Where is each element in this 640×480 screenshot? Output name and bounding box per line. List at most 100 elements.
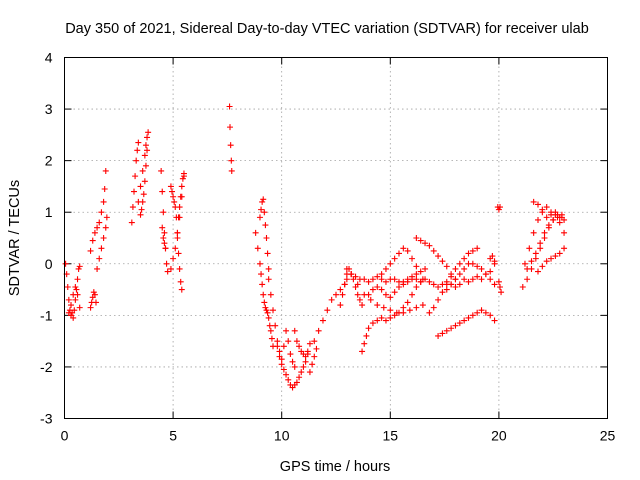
data-point (409, 255, 416, 262)
data-point (258, 271, 265, 278)
series-30 (426, 245, 481, 316)
data-point (280, 366, 287, 373)
data-point (161, 240, 168, 247)
data-point (491, 258, 498, 265)
series-24 (343, 260, 498, 290)
data-point (519, 283, 526, 290)
data-point (129, 204, 136, 211)
data-point (337, 302, 344, 309)
data-point (495, 278, 502, 285)
data-point (426, 278, 433, 285)
data-point (169, 188, 176, 195)
data-point (159, 224, 166, 231)
data-point (94, 224, 101, 231)
data-point (98, 209, 105, 216)
data-point (260, 196, 267, 203)
data-point (228, 167, 235, 174)
data-point (176, 265, 183, 272)
data-point (274, 343, 281, 350)
data-point (430, 247, 437, 254)
data-point (545, 222, 552, 229)
data-point (341, 281, 348, 288)
data-point (101, 186, 108, 193)
data-point (378, 276, 385, 283)
data-point (296, 343, 303, 350)
data-point (413, 235, 420, 241)
data-point (324, 307, 331, 314)
data-point (526, 245, 533, 252)
data-point (159, 188, 166, 195)
x-tick-label: 10 (274, 428, 290, 444)
data-point (406, 307, 413, 314)
data-point (528, 258, 535, 265)
data-points (62, 103, 568, 391)
data-point (102, 224, 109, 231)
series-38 (524, 211, 565, 272)
data-point (98, 245, 105, 252)
data-point (175, 214, 182, 221)
series-35 (495, 278, 505, 296)
data-point (556, 214, 563, 221)
data-point (465, 278, 472, 285)
data-point (539, 263, 546, 270)
data-point (163, 260, 170, 267)
data-point (285, 376, 292, 383)
data-point (532, 250, 539, 257)
data-point (70, 314, 77, 321)
data-point (71, 307, 78, 314)
data-point (309, 361, 316, 368)
data-point (361, 340, 368, 347)
data-point (452, 322, 459, 329)
data-point (144, 134, 151, 141)
data-point (365, 291, 372, 298)
data-point (378, 286, 385, 293)
data-point (496, 283, 503, 290)
data-point (465, 250, 472, 257)
data-point (456, 281, 463, 288)
data-point (228, 157, 235, 164)
data-point (435, 332, 442, 339)
series-26 (359, 276, 426, 355)
data-point (482, 271, 489, 278)
data-point (387, 260, 394, 267)
data-point (177, 278, 184, 285)
data-point (140, 191, 147, 198)
data-point (178, 183, 185, 190)
y-tick-label: -1 (40, 307, 53, 323)
data-point (443, 327, 450, 334)
data-point (167, 265, 174, 272)
data-point (287, 351, 294, 358)
series-28 (378, 245, 420, 278)
data-point (413, 276, 420, 283)
data-point (409, 291, 416, 298)
data-point (94, 265, 101, 272)
series-20 (291, 327, 313, 360)
data-point (272, 322, 279, 329)
data-point (96, 219, 103, 226)
data-point (227, 124, 234, 131)
data-point (306, 340, 313, 347)
data-point (91, 291, 98, 298)
data-point (369, 276, 376, 283)
data-point (387, 307, 394, 314)
data-point (227, 142, 234, 149)
data-point (254, 245, 261, 252)
data-point (158, 167, 165, 174)
data-point (68, 302, 75, 309)
data-point (319, 317, 326, 324)
data-point (469, 247, 476, 254)
data-point (64, 283, 71, 290)
data-point (419, 276, 426, 283)
data-point (474, 273, 481, 280)
data-point (448, 325, 455, 332)
data-point (469, 312, 476, 319)
series-2 (65, 283, 83, 316)
data-point (524, 265, 531, 272)
data-point (478, 307, 485, 314)
data-point (343, 265, 350, 272)
series-29 (413, 235, 459, 283)
data-point (333, 291, 339, 298)
data-point (72, 283, 79, 290)
data-point (278, 361, 285, 368)
x-tick-label: 15 (383, 428, 399, 444)
